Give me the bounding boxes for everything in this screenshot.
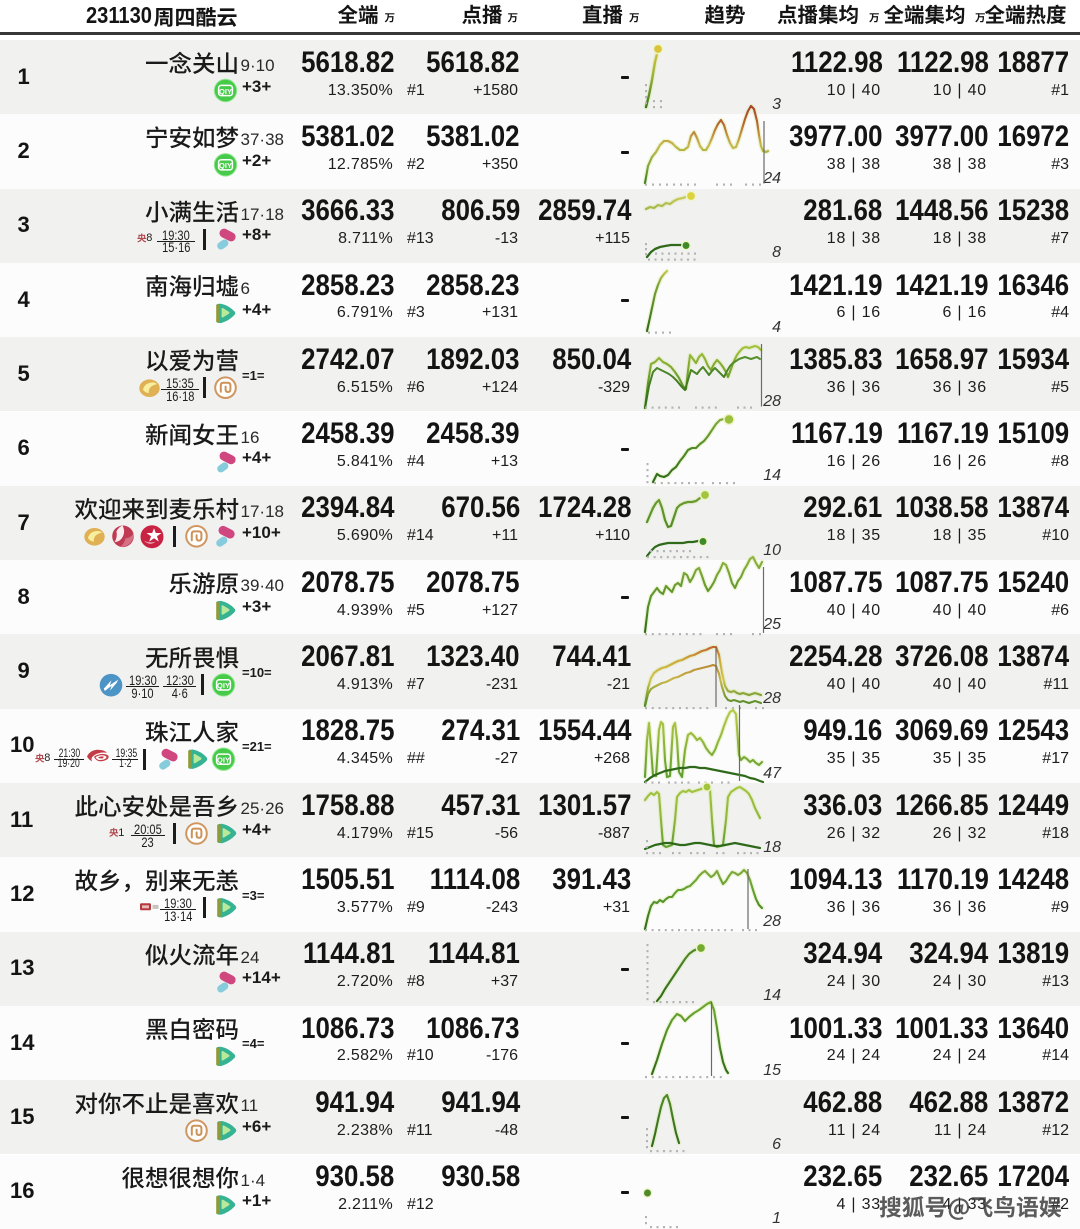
- svg-text:QIY: QIY: [217, 681, 230, 690]
- svg-text:QIY: QIY: [217, 756, 230, 765]
- svg-text:QIY: QIY: [219, 161, 232, 170]
- svg-text:QIY: QIY: [219, 87, 232, 96]
